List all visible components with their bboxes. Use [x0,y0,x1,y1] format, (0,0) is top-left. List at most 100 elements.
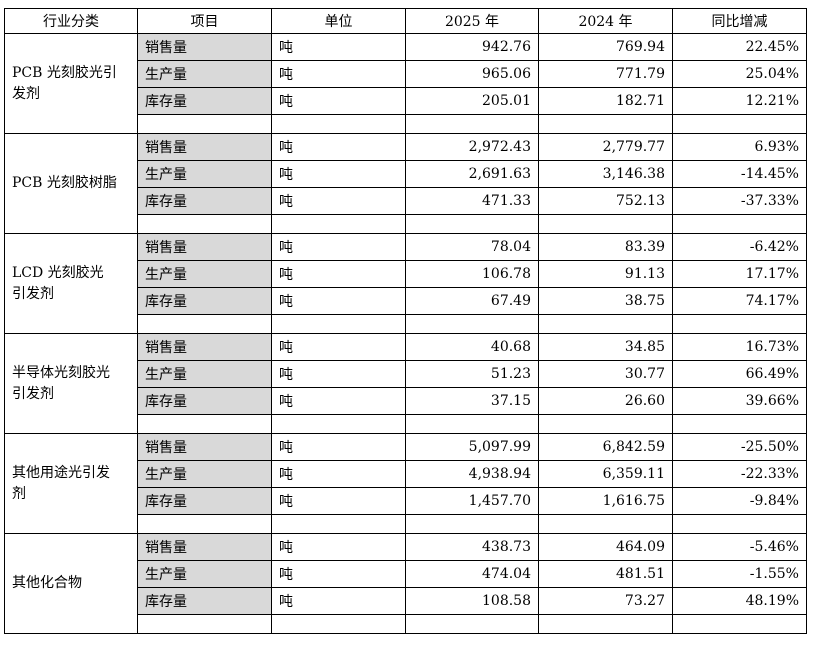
data-row: 半导体光刻胶光引发剂 销售量吨 40.68 34.85 16.73% [4,333,807,434]
num-cell: 30.77 [538,360,673,388]
num-cell: 3,146.38 [538,160,673,188]
blank-cell [405,114,539,134]
item-cell: 销售量 [137,133,272,161]
num-cell: 48.19% [672,587,807,615]
blank-cell [672,114,807,134]
num-cell: 78.04 [405,233,539,261]
unit-cell: 吨 [271,60,406,88]
data-row: 其他化合物 销售量吨 438.73 464.09 -5.46% [4,533,807,634]
header-cell: 项目 [137,8,272,34]
blank-cell [137,514,272,534]
item-cell: 库存量 [137,187,272,215]
item-cell: 生产量 [137,560,272,588]
num-cell: 2,972.43 [405,133,539,161]
category-cell: LCD 光刻胶光引发剂 [4,233,138,334]
blank-row [5,614,807,634]
unit-cell: 吨 [271,187,406,215]
num-cell: 471.33 [405,187,539,215]
num-cell: 481.51 [538,560,673,588]
num-cell: -37.33% [672,187,807,215]
num-cell: 73.27 [538,587,673,615]
category-cell: PCB 光刻胶光引发剂 [4,33,138,134]
data-row: PCB 光刻胶光引发剂 销售量吨 942.76 769.94 22.45% [4,33,807,134]
header-cell: 单位 [271,8,406,34]
num-cell: 26.60 [538,387,673,415]
num-cell: 5,097.99 [405,433,539,461]
item-cell: 生产量 [137,460,272,488]
unit-cell: 吨 [271,560,406,588]
unit-cell: 吨 [271,160,406,188]
data-row: 库存量吨 205.01 182.71 12.21% [5,87,807,115]
blank-cell [538,614,673,634]
num-cell: 438.73 [405,533,539,561]
num-cell: 51.23 [405,360,539,388]
data-row: 生产量吨 4,938.94 6,359.11 -22.33% [5,460,807,488]
blank-cell [538,114,673,134]
blank-cell [271,514,406,534]
blank-cell [137,614,272,634]
num-cell: -1.55% [672,560,807,588]
blank-cell [137,214,272,234]
num-cell: 22.45% [672,33,807,61]
num-cell: 474.04 [405,560,539,588]
num-cell: -9.84% [672,487,807,515]
num-cell: 40.68 [405,333,539,361]
item-cell: 生产量 [137,360,272,388]
blank-cell [538,514,673,534]
num-cell: 1,616.75 [538,487,673,515]
data-table: 行业分类 项目 单位 2025 年 2024 年同比增减 PCB 光刻胶光引发剂 销售量吨… [4,8,807,634]
blank-row [5,414,807,434]
unit-cell: 吨 [271,233,406,261]
blank-cell [405,314,539,334]
num-cell: 106.78 [405,260,539,288]
data-row: 库存量吨 1,457.70 1,616.75 -9.84% [5,487,807,515]
unit-cell: 吨 [271,587,406,615]
blank-cell [271,114,406,134]
blank-cell [538,314,673,334]
blank-cell [672,214,807,234]
blank-row [5,114,807,134]
category-cell: 其他化合物 [4,533,138,634]
item-cell: 销售量 [137,33,272,61]
header-cell: 行业分类 [4,8,138,34]
blank-cell [271,214,406,234]
data-row: 生产量吨 474.04 481.51 -1.55% [5,560,807,588]
unit-cell: 吨 [271,333,406,361]
num-cell: 37.15 [405,387,539,415]
num-cell: 83.39 [538,233,673,261]
num-cell: -14.45% [672,160,807,188]
item-cell: 生产量 [137,60,272,88]
data-row: 库存量吨 471.33 752.13 -37.33% [5,187,807,215]
blank-cell [137,314,272,334]
blank-cell [137,114,272,134]
table-body: PCB 光刻胶光引发剂 销售量吨 942.76 769.94 22.45% 生产量吨 965… [4,33,807,634]
blank-cell [405,614,539,634]
header-cell: 同比增减 [672,8,807,34]
num-cell: 74.17% [672,287,807,315]
item-cell: 销售量 [137,533,272,561]
num-cell: 205.01 [405,87,539,115]
blank-cell [271,414,406,434]
blank-cell [405,414,539,434]
num-cell: 752.13 [538,187,673,215]
num-cell: 4,938.94 [405,460,539,488]
data-row: LCD 光刻胶光引发剂 销售量吨 78.04 83.39 -6.42% [4,233,807,334]
blank-cell [405,514,539,534]
blank-cell [672,314,807,334]
blank-cell [672,514,807,534]
item-cell: 库存量 [137,387,272,415]
unit-cell: 吨 [271,133,406,161]
unit-cell: 吨 [271,433,406,461]
item-cell: 生产量 [137,260,272,288]
num-cell: 6.93% [672,133,807,161]
blank-cell [538,214,673,234]
unit-cell: 吨 [271,487,406,515]
unit-cell: 吨 [271,360,406,388]
blank-cell [672,614,807,634]
unit-cell: 吨 [271,287,406,315]
num-cell: -22.33% [672,460,807,488]
num-cell: 17.17% [672,260,807,288]
item-cell: 库存量 [137,87,272,115]
num-cell: 34.85 [538,333,673,361]
